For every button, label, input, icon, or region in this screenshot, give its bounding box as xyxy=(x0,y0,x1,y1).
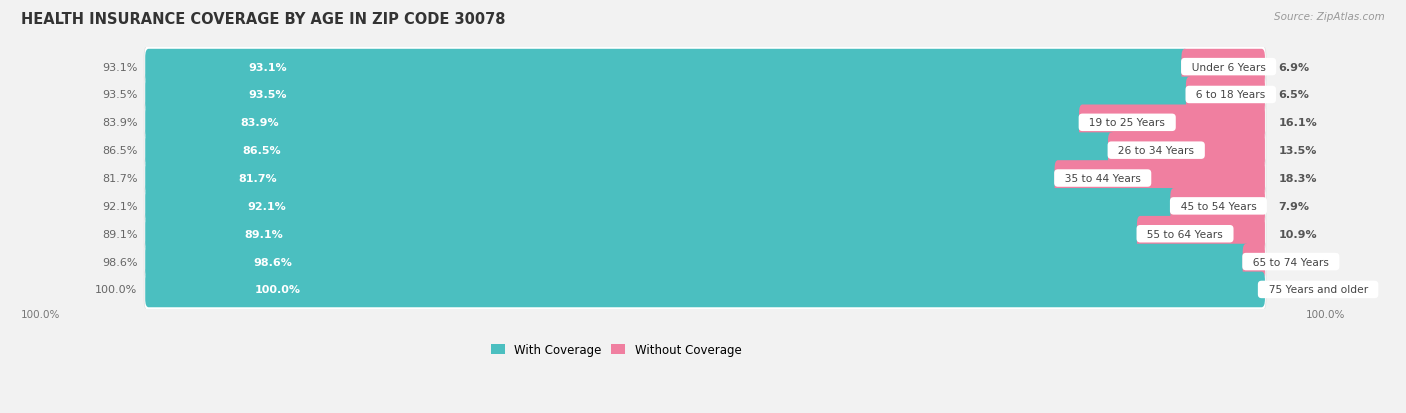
FancyBboxPatch shape xyxy=(1054,161,1265,196)
Text: 6 to 18 Years: 6 to 18 Years xyxy=(1189,90,1272,100)
FancyBboxPatch shape xyxy=(145,272,1265,308)
Text: 83.9%: 83.9% xyxy=(101,118,138,128)
FancyBboxPatch shape xyxy=(143,129,1265,173)
FancyBboxPatch shape xyxy=(145,133,1115,169)
Text: 98.6%: 98.6% xyxy=(253,257,292,267)
Text: 100.0%: 100.0% xyxy=(96,285,138,295)
FancyBboxPatch shape xyxy=(1243,244,1265,280)
FancyBboxPatch shape xyxy=(143,74,1265,117)
Text: 100.0%: 100.0% xyxy=(21,310,60,320)
Text: 93.1%: 93.1% xyxy=(247,62,287,72)
Text: 65 to 74 Years: 65 to 74 Years xyxy=(1246,257,1336,267)
FancyBboxPatch shape xyxy=(145,189,1177,224)
Text: 1.4%: 1.4% xyxy=(1278,257,1309,267)
Text: 86.5%: 86.5% xyxy=(103,146,138,156)
FancyBboxPatch shape xyxy=(1078,105,1265,141)
Text: 13.5%: 13.5% xyxy=(1278,146,1316,156)
Text: 7.9%: 7.9% xyxy=(1278,202,1309,211)
Legend: With Coverage, Without Coverage: With Coverage, Without Coverage xyxy=(486,338,747,361)
Text: 92.1%: 92.1% xyxy=(101,202,138,211)
FancyBboxPatch shape xyxy=(143,213,1265,256)
FancyBboxPatch shape xyxy=(145,216,1143,252)
Text: 100.0%: 100.0% xyxy=(254,285,301,295)
FancyBboxPatch shape xyxy=(1181,50,1265,85)
Text: 89.1%: 89.1% xyxy=(101,229,138,239)
Text: 86.5%: 86.5% xyxy=(242,146,281,156)
FancyBboxPatch shape xyxy=(143,240,1265,284)
Text: 6.9%: 6.9% xyxy=(1278,62,1309,72)
Text: 93.5%: 93.5% xyxy=(249,90,287,100)
FancyBboxPatch shape xyxy=(145,50,1188,85)
Text: 0.0%: 0.0% xyxy=(1278,285,1309,295)
Text: 35 to 44 Years: 35 to 44 Years xyxy=(1057,173,1147,184)
Text: 19 to 25 Years: 19 to 25 Years xyxy=(1083,118,1173,128)
Text: 98.6%: 98.6% xyxy=(101,257,138,267)
Text: 55 to 64 Years: 55 to 64 Years xyxy=(1140,229,1230,239)
FancyBboxPatch shape xyxy=(143,101,1265,145)
Text: 10.9%: 10.9% xyxy=(1278,229,1317,239)
FancyBboxPatch shape xyxy=(145,161,1062,196)
FancyBboxPatch shape xyxy=(143,46,1265,89)
Text: 81.7%: 81.7% xyxy=(238,173,277,184)
Text: 16.1%: 16.1% xyxy=(1278,118,1317,128)
FancyBboxPatch shape xyxy=(145,78,1192,113)
Text: 45 to 54 Years: 45 to 54 Years xyxy=(1174,202,1263,211)
Text: 92.1%: 92.1% xyxy=(247,202,285,211)
Text: 6.5%: 6.5% xyxy=(1278,90,1309,100)
FancyBboxPatch shape xyxy=(1137,216,1265,252)
FancyBboxPatch shape xyxy=(1170,189,1265,224)
FancyBboxPatch shape xyxy=(143,268,1265,311)
Text: Under 6 Years: Under 6 Years xyxy=(1185,62,1272,72)
Text: 83.9%: 83.9% xyxy=(240,118,278,128)
Text: 75 Years and older: 75 Years and older xyxy=(1261,285,1375,295)
Text: 93.5%: 93.5% xyxy=(103,90,138,100)
Text: 89.1%: 89.1% xyxy=(245,229,284,239)
FancyBboxPatch shape xyxy=(143,157,1265,200)
Text: HEALTH INSURANCE COVERAGE BY AGE IN ZIP CODE 30078: HEALTH INSURANCE COVERAGE BY AGE IN ZIP … xyxy=(21,12,506,27)
FancyBboxPatch shape xyxy=(143,185,1265,228)
FancyBboxPatch shape xyxy=(1108,133,1265,169)
Text: 26 to 34 Years: 26 to 34 Years xyxy=(1111,146,1201,156)
Text: 18.3%: 18.3% xyxy=(1278,173,1317,184)
FancyBboxPatch shape xyxy=(145,244,1250,280)
FancyBboxPatch shape xyxy=(145,105,1085,141)
FancyBboxPatch shape xyxy=(1185,78,1265,113)
Text: 100.0%: 100.0% xyxy=(1306,310,1346,320)
Text: Source: ZipAtlas.com: Source: ZipAtlas.com xyxy=(1274,12,1385,22)
Text: 81.7%: 81.7% xyxy=(101,173,138,184)
Text: 93.1%: 93.1% xyxy=(103,62,138,72)
